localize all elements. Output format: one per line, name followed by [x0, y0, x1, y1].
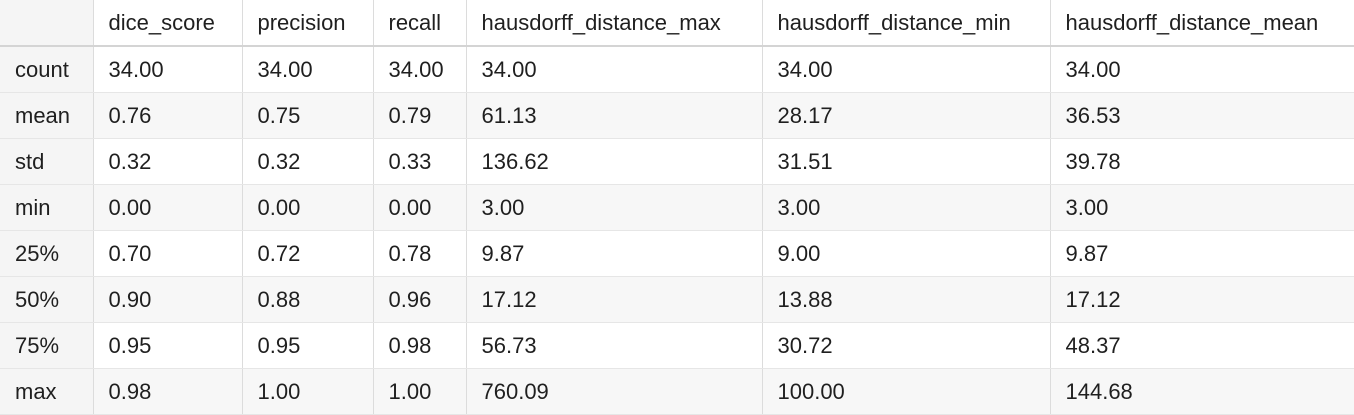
table-cell: 9.87	[466, 230, 763, 277]
table-cell: 0.76	[93, 92, 243, 139]
row-label: 50%	[0, 276, 94, 323]
table-cell: 0.90	[93, 276, 243, 323]
table-cell: 31.51	[762, 138, 1051, 185]
table-cell: 34.00	[466, 46, 763, 93]
table-cell: 39.78	[1050, 138, 1354, 185]
table-cell: 100.00	[762, 368, 1051, 415]
table-cell: 0.95	[242, 322, 374, 369]
table-cell: 34.00	[93, 46, 243, 93]
table-cell: 34.00	[242, 46, 374, 93]
table-cell: 34.00	[373, 46, 467, 93]
table-cell: 0.95	[93, 322, 243, 369]
column-header-dice-score: dice_score	[93, 0, 243, 47]
table-cell: 144.68	[1050, 368, 1354, 415]
table-cell: 0.32	[242, 138, 374, 185]
table-cell: 36.53	[1050, 92, 1354, 139]
table-cell: 3.00	[466, 184, 763, 231]
row-label: std	[0, 138, 94, 185]
table-cell: 56.73	[466, 322, 763, 369]
table-cell: 0.98	[93, 368, 243, 415]
table-cell: 48.37	[1050, 322, 1354, 369]
table-row: std 0.32 0.32 0.33 136.62 31.51 39.78	[0, 138, 1354, 185]
corner-cell	[0, 0, 94, 47]
table-cell: 0.72	[242, 230, 374, 277]
table-cell: 3.00	[1050, 184, 1354, 231]
table-cell: 1.00	[373, 368, 467, 415]
table-row: mean 0.76 0.75 0.79 61.13 28.17 36.53	[0, 92, 1354, 139]
table-row: 75% 0.95 0.95 0.98 56.73 30.72 48.37	[0, 322, 1354, 369]
table-row: max 0.98 1.00 1.00 760.09 100.00 144.68	[0, 368, 1354, 415]
table-cell: 0.70	[93, 230, 243, 277]
table-cell: 34.00	[1050, 46, 1354, 93]
table-header: dice_score precision recall hausdorff_di…	[0, 0, 1354, 47]
table-row: count 34.00 34.00 34.00 34.00 34.00 34.0…	[0, 46, 1354, 93]
table-cell: 0.00	[373, 184, 467, 231]
column-header-precision: precision	[242, 0, 374, 47]
table-cell: 9.87	[1050, 230, 1354, 277]
row-label: max	[0, 368, 94, 415]
table-cell: 0.33	[373, 138, 467, 185]
table-row: 25% 0.70 0.72 0.78 9.87 9.00 9.87	[0, 230, 1354, 277]
table-body: count 34.00 34.00 34.00 34.00 34.00 34.0…	[0, 46, 1354, 415]
table-cell: 0.96	[373, 276, 467, 323]
table-row: 50% 0.90 0.88 0.96 17.12 13.88 17.12	[0, 276, 1354, 323]
table-cell: 0.79	[373, 92, 467, 139]
table-cell: 34.00	[762, 46, 1051, 93]
row-label: 25%	[0, 230, 94, 277]
table-cell: 0.98	[373, 322, 467, 369]
table-cell: 0.00	[93, 184, 243, 231]
table-cell: 0.78	[373, 230, 467, 277]
column-header-hausdorff-distance-min: hausdorff_distance_min	[762, 0, 1051, 47]
table-cell: 0.88	[242, 276, 374, 323]
row-label: count	[0, 46, 94, 93]
table-cell: 136.62	[466, 138, 763, 185]
table-cell: 0.00	[242, 184, 374, 231]
row-label: mean	[0, 92, 94, 139]
table-cell: 30.72	[762, 322, 1051, 369]
column-header-recall: recall	[373, 0, 467, 47]
table-cell: 0.75	[242, 92, 374, 139]
row-label: 75%	[0, 322, 94, 369]
table-row: min 0.00 0.00 0.00 3.00 3.00 3.00	[0, 184, 1354, 231]
column-header-hausdorff-distance-mean: hausdorff_distance_mean	[1050, 0, 1354, 47]
row-label: min	[0, 184, 94, 231]
table-cell: 28.17	[762, 92, 1051, 139]
table-cell: 61.13	[466, 92, 763, 139]
header-row: dice_score precision recall hausdorff_di…	[0, 0, 1354, 47]
column-header-hausdorff-distance-max: hausdorff_distance_max	[466, 0, 763, 47]
table-cell: 17.12	[1050, 276, 1354, 323]
table-cell: 760.09	[466, 368, 763, 415]
table-cell: 0.32	[93, 138, 243, 185]
table-cell: 1.00	[242, 368, 374, 415]
table-cell: 13.88	[762, 276, 1051, 323]
table-cell: 3.00	[762, 184, 1051, 231]
table-cell: 9.00	[762, 230, 1051, 277]
table-cell: 17.12	[466, 276, 763, 323]
